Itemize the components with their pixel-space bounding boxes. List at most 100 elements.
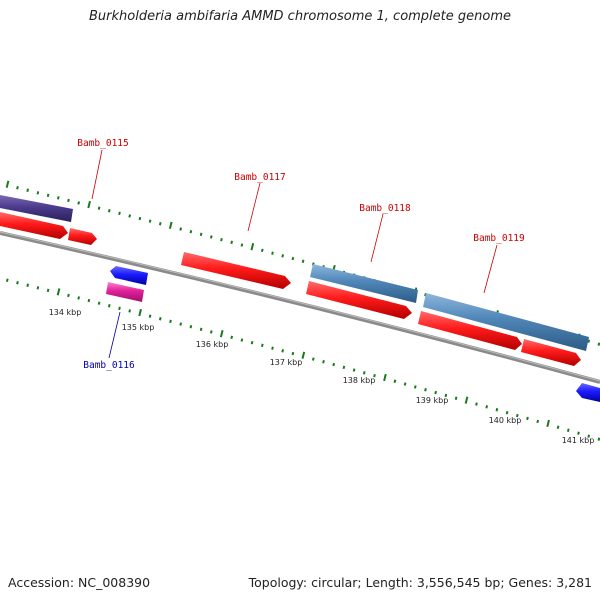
feature-bamb-0121-cds[interactable]	[576, 383, 600, 402]
minor-tick	[342, 365, 346, 370]
major-tick	[250, 243, 255, 251]
label-leader-lines	[91, 149, 498, 359]
feature-bamb-0116-gene[interactable]	[106, 282, 144, 302]
label-bamb-0116[interactable]: Bamb_0116	[83, 360, 135, 371]
feature-bamb-0119-gene[interactable]	[423, 293, 589, 351]
minor-tick	[56, 196, 60, 200]
feature-bamb-0115-cds[interactable]	[0, 212, 68, 239]
minor-tick	[179, 227, 183, 231]
leader-bamb-0116	[108, 311, 121, 359]
minor-tick	[199, 232, 203, 237]
tick-label: 136 kbp	[196, 340, 229, 349]
minor-tick	[515, 413, 519, 418]
tick-label: 140 kbp	[489, 416, 522, 425]
minor-tick	[424, 388, 427, 392]
minor-tick	[46, 193, 50, 198]
minor-tick	[281, 349, 285, 353]
minor-tick	[118, 211, 121, 216]
minor-tick	[77, 201, 81, 205]
minor-tick	[434, 390, 438, 395]
minor-tick	[138, 216, 142, 221]
minor-tick	[97, 206, 101, 210]
genome-summary-text: Topology: circular; Length: 3,556,545 bp…	[248, 575, 592, 590]
feature-bamb-0116-cds[interactable]	[110, 266, 148, 285]
feature-bamb-0118-gene[interactable]	[310, 264, 418, 303]
minor-tick	[230, 240, 234, 245]
minor-tick	[566, 428, 570, 432]
minor-tick	[158, 317, 162, 321]
label-bamb-0118[interactable]: Bamb_0118	[359, 203, 411, 214]
label-bamb-0119[interactable]: Bamb_0119	[473, 233, 525, 244]
major-tick	[168, 221, 173, 230]
major-tick	[5, 180, 10, 188]
minor-tick	[36, 286, 40, 290]
minor-tick	[240, 338, 244, 342]
minor-tick	[495, 408, 499, 412]
tick-label: 139 kbp	[416, 396, 449, 405]
minor-tick	[87, 298, 91, 303]
feature-bamb-0119-cds[interactable]	[418, 311, 522, 350]
leader-bamb-0115	[91, 149, 103, 200]
minor-tick	[260, 248, 264, 253]
genome-backbone-highlight	[0, 231, 600, 382]
label-bamb-0115[interactable]: Bamb_0115	[77, 138, 128, 149]
feature-bamb-0117-cds[interactable]	[181, 252, 291, 289]
minor-tick	[26, 283, 30, 287]
reverse-features	[106, 266, 600, 402]
minor-tick	[36, 191, 40, 195]
minor-tick	[454, 396, 458, 400]
accession-text: Accession: NC_008390	[8, 575, 151, 590]
tick-label: 141 kbp	[562, 436, 595, 445]
minor-tick	[240, 243, 244, 247]
minor-tick	[148, 314, 152, 318]
minor-tick	[107, 304, 111, 308]
minor-tick	[97, 301, 101, 305]
minor-tick	[118, 306, 121, 311]
minor-tick	[179, 322, 183, 326]
minor-tick	[332, 362, 336, 367]
minor-tick	[260, 343, 264, 348]
kbp-tick-labels: 134 kbp 135 kbp 136 kbp 137 kbp 138 kbp …	[49, 308, 595, 445]
minor-tick	[209, 235, 213, 239]
minor-tick	[5, 278, 9, 282]
tick-label: 135 kbp	[122, 323, 155, 332]
feature-bamb-0115b-cds[interactable]	[68, 228, 97, 245]
minor-tick	[128, 309, 132, 313]
genome-backbone	[0, 231, 600, 384]
feature-bamb-0115-gene[interactable]	[0, 195, 73, 222]
minor-tick	[169, 319, 172, 324]
feature-bamb-0120-cds[interactable]	[521, 339, 581, 366]
tick-label: 134 kbp	[49, 308, 82, 317]
leader-bamb-0118	[370, 213, 384, 263]
minor-tick	[67, 293, 70, 298]
minor-tick	[475, 402, 478, 406]
tick-label: 138 kbp	[343, 376, 376, 385]
minor-tick	[26, 188, 30, 192]
major-tick	[87, 200, 91, 209]
major-tick	[546, 419, 550, 428]
minor-tick	[199, 327, 203, 332]
feature-bamb-0118-cds[interactable]	[306, 281, 412, 319]
major-tick	[219, 330, 224, 338]
minor-tick	[373, 373, 376, 378]
minor-tick	[587, 434, 591, 438]
label-bamb-0117[interactable]: Bamb_0117	[234, 172, 285, 183]
minor-tick	[291, 351, 295, 356]
major-tick	[138, 308, 142, 317]
leader-bamb-0117	[247, 182, 261, 232]
minor-tick	[505, 410, 509, 415]
minor-tick	[67, 198, 70, 203]
minor-tick	[413, 385, 417, 389]
minor-tick	[46, 288, 50, 293]
map-title: Burkholderia ambifaria AMMD chromosome 1…	[88, 9, 512, 24]
minor-tick	[209, 330, 213, 334]
minor-tick	[536, 419, 540, 424]
forward-features	[0, 195, 589, 366]
minor-tick	[189, 324, 193, 329]
minor-tick	[526, 416, 529, 421]
minor-tick	[230, 335, 234, 340]
minor-tick	[148, 219, 152, 223]
minor-tick	[128, 214, 132, 218]
minor-tick	[16, 281, 19, 285]
